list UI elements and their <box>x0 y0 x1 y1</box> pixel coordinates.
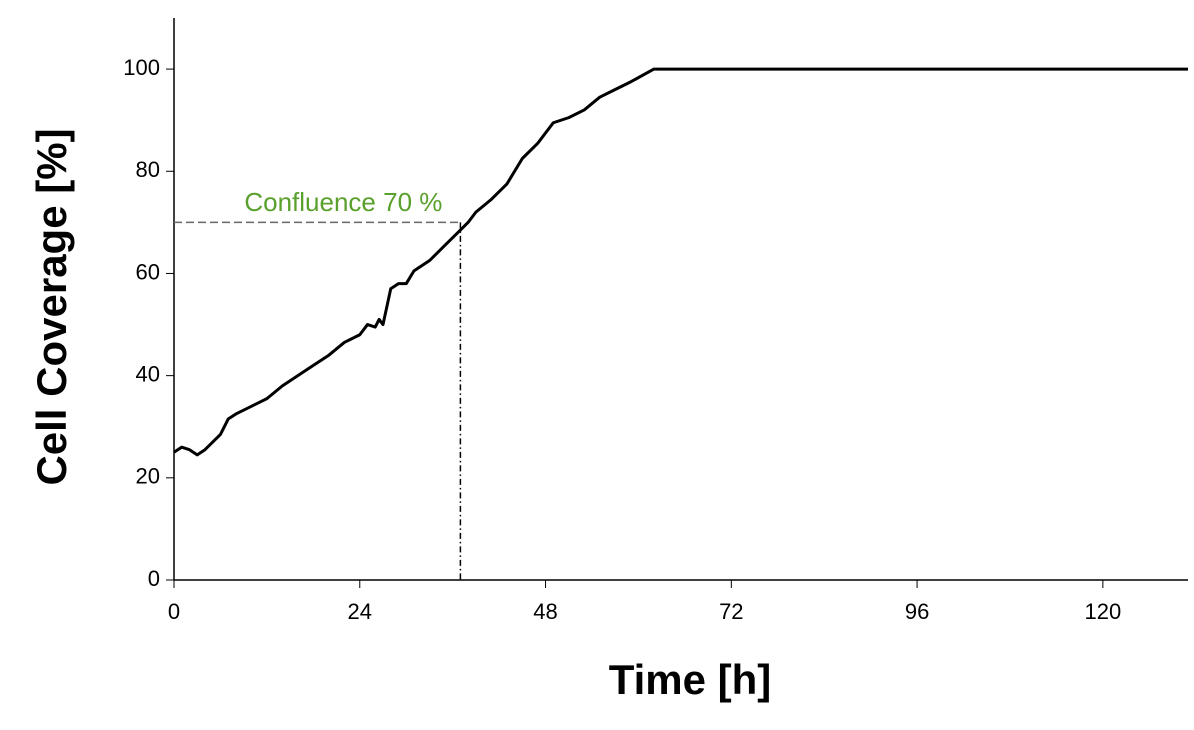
y-tick-label: 80 <box>136 157 160 182</box>
data-line <box>173 67 1188 457</box>
y-tick-label: 40 <box>136 361 160 386</box>
x-tick-label: 96 <box>905 599 929 624</box>
x-tick-label: 48 <box>533 599 557 624</box>
x-tick-label: 120 <box>1084 599 1121 624</box>
x-tick-label: 72 <box>719 599 743 624</box>
x-tick-label: 24 <box>348 599 372 624</box>
x-tick-label: 0 <box>168 599 180 624</box>
y-tick-label: 100 <box>123 55 160 80</box>
y-tick-label: 60 <box>136 259 160 284</box>
y-tick-label: 20 <box>136 464 160 489</box>
x-axis-title: Time [h] <box>609 656 772 703</box>
y-axis-title: Cell Coverage [%] <box>28 128 75 485</box>
threshold-label: Confluence 70 % <box>244 187 442 217</box>
y-tick-label: 0 <box>148 566 160 591</box>
